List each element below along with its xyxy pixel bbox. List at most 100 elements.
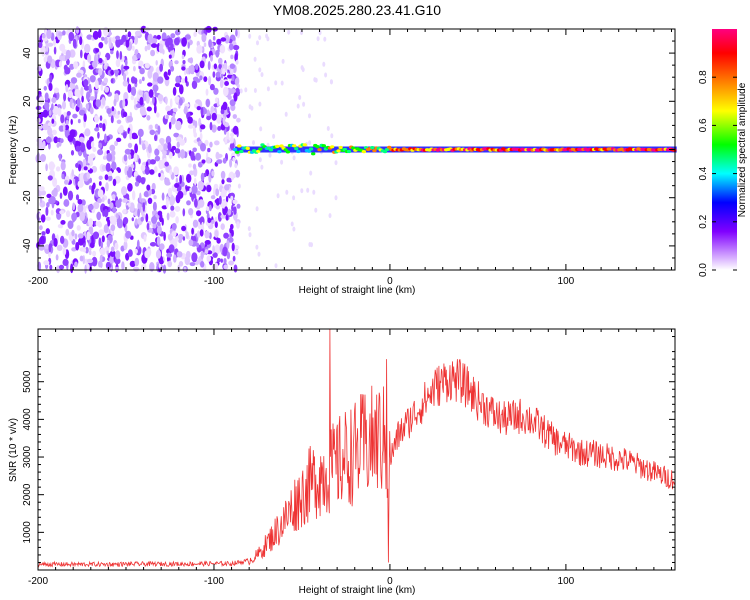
- noise-cell: [127, 142, 133, 149]
- noise-cell: [188, 163, 192, 168]
- noise-cell: [183, 190, 187, 196]
- noise-cell: [173, 254, 177, 263]
- faint-noise-cell: [235, 249, 239, 255]
- noise-cell: [116, 50, 119, 59]
- noise-cell: [51, 118, 55, 124]
- noise-cell: [97, 29, 102, 39]
- noise-cell: [166, 212, 170, 221]
- noise-cell: [77, 203, 84, 213]
- noise-cell: [100, 241, 104, 248]
- noise-cell: [195, 78, 201, 83]
- noise-cell: [215, 71, 221, 78]
- noise-cell: [38, 244, 45, 251]
- noise-cell: [38, 111, 46, 118]
- noise-cell: [134, 181, 140, 187]
- faint-noise-cell: [326, 126, 330, 131]
- noise-cell: [141, 111, 147, 116]
- noise-cell: [201, 159, 206, 164]
- noise-cell: [104, 133, 107, 143]
- noise-cell: [169, 169, 173, 175]
- noise-cell: [194, 120, 198, 128]
- noise-cell: [55, 254, 59, 261]
- noise-cell: [209, 121, 213, 131]
- noise-cell: [168, 121, 172, 130]
- signal-cell: [306, 149, 312, 153]
- noise-cell: [37, 261, 42, 272]
- noise-cell: [110, 78, 114, 84]
- noise-cell: [220, 37, 227, 42]
- noise-cell: [172, 112, 176, 118]
- noise-cell: [99, 115, 103, 121]
- noise-cell: [207, 250, 213, 255]
- signal-halo: [302, 146, 306, 153]
- noise-cell: [182, 208, 186, 217]
- noise-cell: [157, 76, 164, 84]
- faint-noise-cell: [256, 40, 259, 46]
- noise-cell: [206, 255, 212, 262]
- noise-cell: [161, 217, 164, 226]
- signal-halo: [328, 146, 331, 153]
- snr-series-line: [37, 328, 676, 568]
- noise-cell: [219, 79, 224, 88]
- noise-cell: [112, 216, 117, 226]
- noise-cell: [106, 152, 113, 162]
- noise-cell: [103, 224, 109, 234]
- noise-cell: [88, 250, 92, 256]
- faint-noise-cell: [259, 126, 263, 132]
- snr-x-label: Height of straight line (km): [299, 585, 416, 596]
- noise-cell: [38, 186, 45, 192]
- faint-noise-cell: [235, 59, 239, 65]
- noise-cell: [224, 81, 230, 86]
- spectrogram-y-label: Frequency (Hz): [8, 116, 19, 185]
- noise-cell: [58, 264, 65, 270]
- faint-noise-cell: [276, 193, 280, 199]
- noise-cell: [193, 177, 197, 186]
- x-tick-label: -100: [204, 576, 224, 587]
- noise-cell: [196, 210, 202, 217]
- noise-cell: [140, 164, 146, 172]
- noise-cell: [92, 182, 96, 190]
- noise-cell: [167, 260, 173, 268]
- noise-cell: [216, 159, 223, 164]
- noise-cell: [180, 149, 186, 159]
- noise-cell: [103, 63, 108, 70]
- noise-cell: [101, 96, 106, 106]
- noise-cell: [74, 233, 78, 240]
- faint-noise-cell: [284, 111, 288, 117]
- noise-cell: [38, 212, 42, 219]
- noise-cell: [116, 137, 122, 142]
- faint-noise-cell: [252, 140, 255, 146]
- noise-cell: [213, 63, 218, 70]
- colorbar-ticks: 0.0 0.2 0.4 0.6 0.8: [698, 70, 737, 277]
- noise-cell: [98, 57, 103, 64]
- x-tick-label: -200: [28, 576, 48, 587]
- noise-cell: [75, 163, 79, 168]
- x-tick-label: 100: [558, 576, 575, 587]
- noise-cell: [171, 145, 177, 151]
- signal-halo: [347, 146, 350, 153]
- noise-cell: [230, 223, 234, 230]
- noise-cell: [123, 154, 128, 162]
- noise-cell: [166, 110, 172, 116]
- faint-noise-cell: [329, 79, 333, 85]
- noise-cell: [102, 123, 106, 132]
- noise-cell: [67, 90, 73, 99]
- faint-noise-cell: [266, 142, 270, 148]
- noise-cell: [58, 31, 64, 37]
- noise-cell: [92, 60, 98, 69]
- faint-noise-cell: [330, 133, 334, 139]
- noise-cell: [65, 228, 70, 236]
- noise-cell: [45, 42, 49, 53]
- noise-cell: [161, 205, 168, 210]
- noise-cell: [138, 60, 144, 67]
- noise-cell: [189, 170, 194, 176]
- noise-cell: [127, 249, 133, 257]
- noise-cell: [35, 105, 42, 111]
- noise-cell: [152, 96, 155, 105]
- noise-cell: [199, 132, 203, 140]
- faint-noise-cell: [253, 56, 257, 62]
- noise-cell: [101, 36, 105, 41]
- noise-cell: [138, 136, 142, 145]
- noise-cell: [146, 184, 151, 191]
